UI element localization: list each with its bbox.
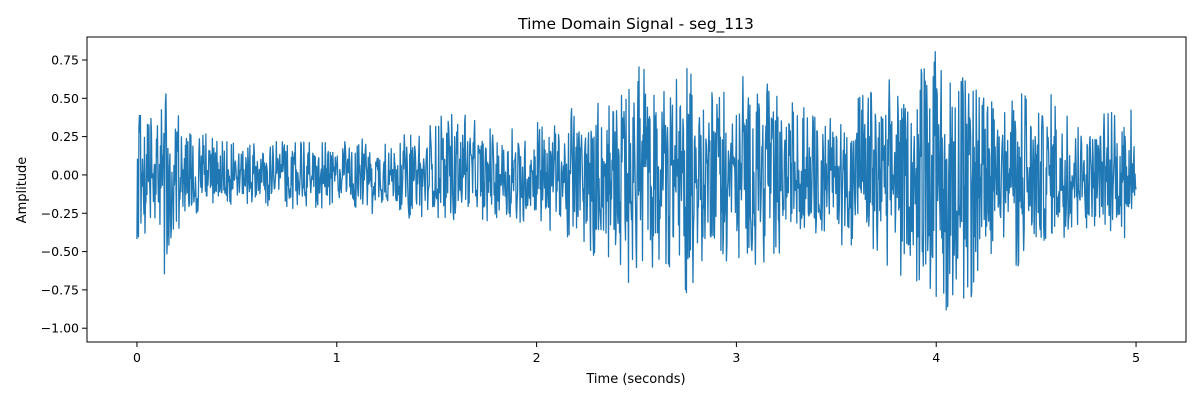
y-tick-label: 0.25 xyxy=(51,129,79,144)
x-tick-label: 3 xyxy=(732,350,740,365)
y-tick-label: −0.25 xyxy=(41,206,79,221)
x-tick-label: 4 xyxy=(932,350,940,365)
x-tick-label: 5 xyxy=(1132,350,1140,365)
y-tick-label: −1.00 xyxy=(41,321,79,336)
x-axis-label: Time (seconds) xyxy=(585,372,685,387)
y-tick-label: 0.75 xyxy=(51,52,79,67)
plot-frame xyxy=(86,36,1187,343)
x-tick-label: 1 xyxy=(333,350,341,365)
y-axis-label: Amplitude xyxy=(15,157,30,224)
y-tick-label: 0.00 xyxy=(51,167,79,182)
plot-area xyxy=(136,51,1137,311)
x-tick-label: 2 xyxy=(533,350,541,365)
y-tick-label: −0.50 xyxy=(41,244,79,259)
x-tick-label: 0 xyxy=(133,350,141,365)
chart-title: Time Domain Signal - seg_113 xyxy=(517,15,754,34)
x-axis: 0 1 2 3 4 5 xyxy=(133,342,1140,365)
y-tick-label: −0.75 xyxy=(41,282,79,297)
signal-line xyxy=(136,51,1137,311)
y-tick-label: 0.50 xyxy=(51,91,79,106)
y-axis: 0.75 0.50 0.25 0.00 −0.25 −0.50 −0.75 −1.00 xyxy=(41,52,87,336)
